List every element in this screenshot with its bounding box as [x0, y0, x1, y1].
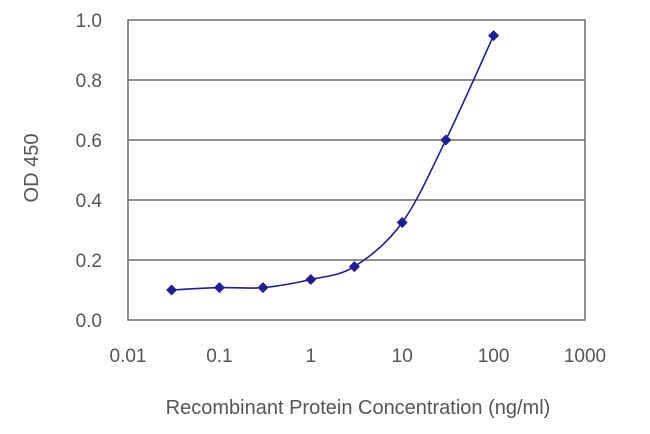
data-point — [488, 30, 500, 42]
y-tick-label: 0.0 — [76, 311, 102, 332]
data-point — [166, 284, 178, 296]
series-line — [171, 35, 495, 291]
data-point — [348, 261, 360, 273]
y-tick-label: 0.6 — [76, 131, 102, 152]
data-point — [257, 282, 269, 294]
data-point — [305, 274, 317, 285]
x-tick-label: 0.01 — [110, 346, 147, 367]
x-tick-label: 0.1 — [206, 346, 232, 367]
data-point — [440, 134, 452, 146]
y-axis-title: OD 450 — [21, 134, 43, 203]
x-axis-title: Recombinant Protein Concentration (ng/ml… — [166, 397, 551, 419]
x-tick-label: 1000 — [564, 346, 606, 367]
x-tick-label: 10 — [392, 346, 413, 367]
y-tick-label: 0.8 — [76, 71, 102, 92]
x-tick-label: 100 — [478, 346, 510, 367]
y-tick-label: 1.0 — [76, 11, 102, 32]
x-tick-labels: 0.01 0.1 1 10 100 1000 — [110, 346, 607, 367]
data-points — [166, 30, 500, 296]
x-tick-label: 1 — [306, 346, 317, 367]
y-tick-label: 0.4 — [76, 191, 103, 212]
data-point — [213, 282, 225, 294]
plot-frame — [127, 19, 586, 321]
y-tick-labels: 0.0 0.2 0.4 0.6 0.8 1.0 — [76, 11, 103, 332]
data-point — [396, 217, 408, 228]
y-tick-label: 0.2 — [76, 251, 102, 272]
grid-lines — [128, 79, 585, 261]
